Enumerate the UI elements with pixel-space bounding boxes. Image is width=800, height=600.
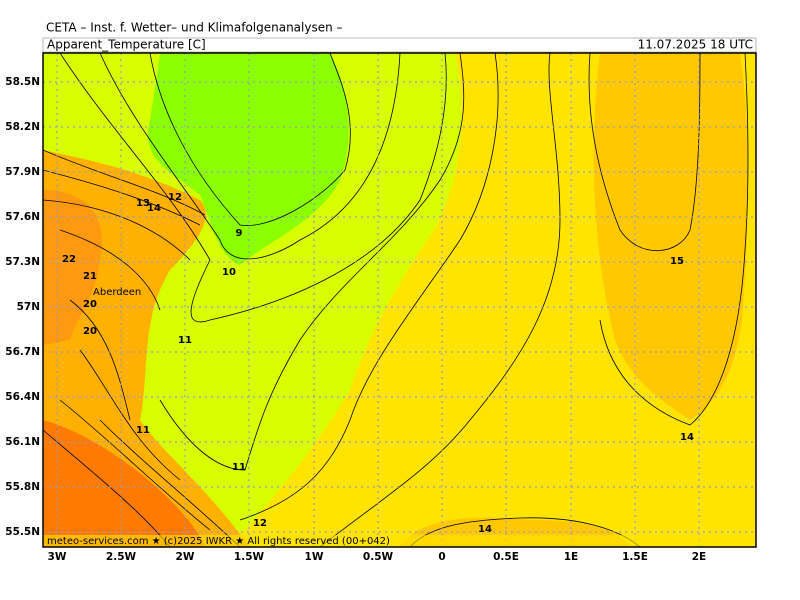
lon-label: 1.5E	[622, 551, 648, 563]
lat-label: 57.9N	[5, 166, 40, 178]
contour-label: 14	[478, 524, 492, 535]
contour-label: 11	[232, 462, 246, 473]
map-field: 12 13 14 9 10 22 21 20 20 11 11 11 12 14…	[43, 53, 756, 547]
contour-label: 14	[680, 432, 694, 443]
footer-bg	[43, 535, 756, 547]
lon-labels: 3W 2.5W 2W 1.5W 1W 0.5W 0 0.5E 1E 1.5E 2…	[48, 551, 707, 563]
field-orange-right	[593, 53, 748, 420]
field-green	[148, 53, 349, 265]
field-warm-inland	[43, 190, 102, 345]
lat-label: 57N	[17, 301, 40, 313]
contour-label: 22	[62, 254, 76, 265]
lat-label: 56.1N	[5, 436, 40, 448]
contour-label: 14	[147, 203, 161, 214]
field-yellowgreen	[43, 53, 462, 547]
map-frame	[42, 52, 757, 548]
lon-label: 2E	[692, 551, 706, 563]
title-bar	[42, 37, 757, 53]
place-label: Aberdeen	[93, 287, 141, 298]
contour-label: 21	[83, 271, 97, 282]
contour-label: 12	[168, 192, 182, 203]
institute: CETA – Inst. f. Wetter– und Klimafolgena…	[46, 21, 343, 35]
lon-label: 3W	[48, 551, 67, 563]
field-warm-south	[43, 420, 205, 547]
contour-label: 10	[222, 267, 236, 278]
contour-label: 15	[670, 256, 684, 267]
contour-labels: 12 13 14 9 10 22 21 20 20 11 11 11 12 14…	[62, 192, 694, 535]
contours	[43, 53, 749, 547]
lon-label: 0	[438, 551, 445, 563]
lat-label: 58.2N	[5, 121, 40, 133]
contour-label: 20	[83, 299, 97, 310]
lat-label: 57.3N	[5, 256, 40, 268]
contour-label: 20	[83, 326, 97, 337]
lat-label: 55.8N	[5, 481, 40, 493]
contour-label: 11	[136, 425, 150, 436]
lon-label: 0.5E	[493, 551, 519, 563]
contour-label: 11	[178, 335, 192, 346]
lat-label: 58.5N	[5, 76, 40, 88]
lon-label: 0.5W	[363, 551, 394, 563]
datetime: 11.07.2025 18 UTC	[638, 38, 753, 52]
lon-label: 2W	[176, 551, 195, 563]
lon-label: 1.5W	[234, 551, 265, 563]
contour-label: 12	[253, 518, 267, 529]
lon-label: 2.5W	[106, 551, 137, 563]
lat-label: 55.5N	[5, 526, 40, 538]
lat-label: 56.4N	[5, 391, 40, 403]
lat-label: 57.6N	[5, 211, 40, 223]
lat-label: 56.7N	[5, 346, 40, 358]
contour-label: 13	[136, 198, 150, 209]
lat-labels: 58.5N 58.2N 57.9N 57.6N 57.3N 57N 56.7N …	[5, 76, 40, 538]
contour-label: 9	[236, 228, 243, 239]
lon-label: 1W	[305, 551, 324, 563]
grid	[43, 53, 756, 547]
footer: meteo-services.com ★ (c)2025 IWKR ★ All …	[47, 536, 390, 547]
title: Apparent_Temperature [C]	[47, 38, 206, 52]
lon-label: 1E	[564, 551, 578, 563]
